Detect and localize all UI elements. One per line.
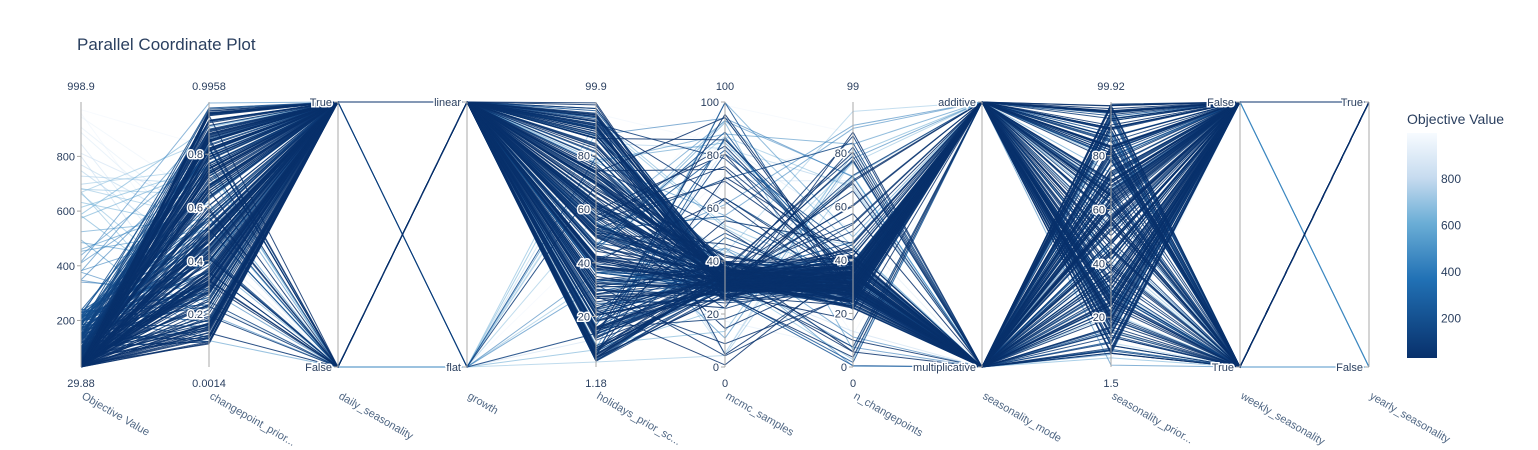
axis-tick-label: 0.4: [188, 256, 203, 268]
axis-tick-label: 80: [578, 150, 590, 162]
axis-tick-label: 200: [57, 315, 75, 327]
axis-max-label: 100: [716, 81, 734, 93]
axis-tick-label: False: [305, 362, 332, 374]
axis-tick-label: 20: [835, 308, 847, 320]
axis-tick-label: 0: [713, 362, 719, 374]
axis-title: holidays_prior_sc...: [595, 390, 683, 448]
axis-tick-label: 0.2: [188, 309, 203, 321]
axis-tick-label: 40: [835, 255, 847, 267]
axis-tick-label: flat: [446, 362, 461, 374]
axis-title: growth: [466, 390, 501, 417]
axis-tick-label: 80: [707, 150, 719, 162]
axis-tick-label: 80: [835, 148, 847, 160]
axis-min-label: 1.18: [585, 378, 606, 390]
axis-title: weekly_seasonality: [1238, 390, 1327, 449]
colorbar-gradient: [1407, 133, 1437, 358]
axis-title: daily_seasonality: [337, 390, 416, 443]
axis-tick-label: True: [310, 97, 332, 109]
axis-5: 100 00 20 40 60 80 100 mcmc_samples: [699, 81, 797, 439]
axis-tick-label: 40: [707, 256, 719, 268]
axis-tick-label: 40: [578, 258, 590, 270]
axis-title: n_changepoints: [852, 390, 926, 439]
axis-title: yearly_seasonality: [1368, 390, 1453, 446]
axis-tick-label: 0: [841, 362, 847, 374]
axis-tick-label: 20: [1093, 312, 1105, 324]
axis-tick-label: 0.8: [188, 149, 203, 161]
axis-tick-label: 40: [1093, 258, 1105, 270]
axis-tick-label: 80: [1093, 151, 1105, 163]
axis-title: seasonality_mode: [981, 390, 1064, 445]
axis-tick-label: additive: [938, 97, 976, 109]
axis-tick-label: 20: [578, 311, 590, 323]
axis-min-label: 0.0014: [192, 378, 226, 390]
axis-tick-label: 800: [57, 151, 75, 163]
axis-title: changepoint_prior...: [208, 390, 298, 449]
axis-max-label: 99.9: [585, 81, 606, 93]
colorbar-tick-label: 600: [1441, 219, 1461, 233]
axis-min-label: 1.5: [1103, 378, 1118, 390]
axis-tick-label: 60: [1093, 204, 1105, 216]
colorbar-tick-label: 200: [1441, 311, 1461, 325]
axis-tick-label: 20: [707, 309, 719, 321]
axis-max-label: 998.9: [67, 81, 95, 93]
axis-min-label: 0: [850, 378, 856, 390]
axis-tick-label: 600: [57, 206, 75, 218]
axis-tick-label: 60: [835, 201, 847, 213]
axis-tick-label: 60: [578, 204, 590, 216]
axis-max-label: 0.9958: [192, 81, 226, 93]
colorbar-tick-label: 800: [1441, 172, 1461, 186]
axis-tick-label: 100: [701, 97, 719, 109]
axis-title: mcmc_samples: [724, 390, 797, 439]
axis-tick-label: True: [1212, 362, 1234, 374]
axis-tick-label: False: [1207, 97, 1234, 109]
axis-min-label: 29.88: [67, 378, 95, 390]
axis-max-label: 99: [847, 81, 859, 93]
colorbar-title: Objective Value: [1407, 111, 1504, 127]
axis-tick-label: 0.6: [188, 202, 203, 214]
axis-tick-label: False: [1336, 362, 1363, 374]
axis-tick-label: 60: [707, 203, 719, 215]
chart-title: Parallel Coordinate Plot: [77, 35, 256, 54]
axis-max-label: 99.92: [1097, 81, 1125, 93]
axis-tick-label: True: [1341, 97, 1363, 109]
axis-tick-label: linear: [434, 97, 461, 109]
axis-title: seasonality_prior...: [1110, 390, 1195, 446]
axis-tick-label: 400: [57, 261, 75, 273]
colorbar-tick-label: 400: [1441, 265, 1461, 279]
axis-tick-label: multiplicative: [913, 362, 976, 374]
axis-min-label: 0: [722, 378, 728, 390]
colorbar: Objective Value 200 400 600 800: [1407, 111, 1504, 358]
axis-title: Objective Value: [80, 390, 152, 439]
axis-9: True False weekly_seasonality: [1206, 96, 1327, 449]
